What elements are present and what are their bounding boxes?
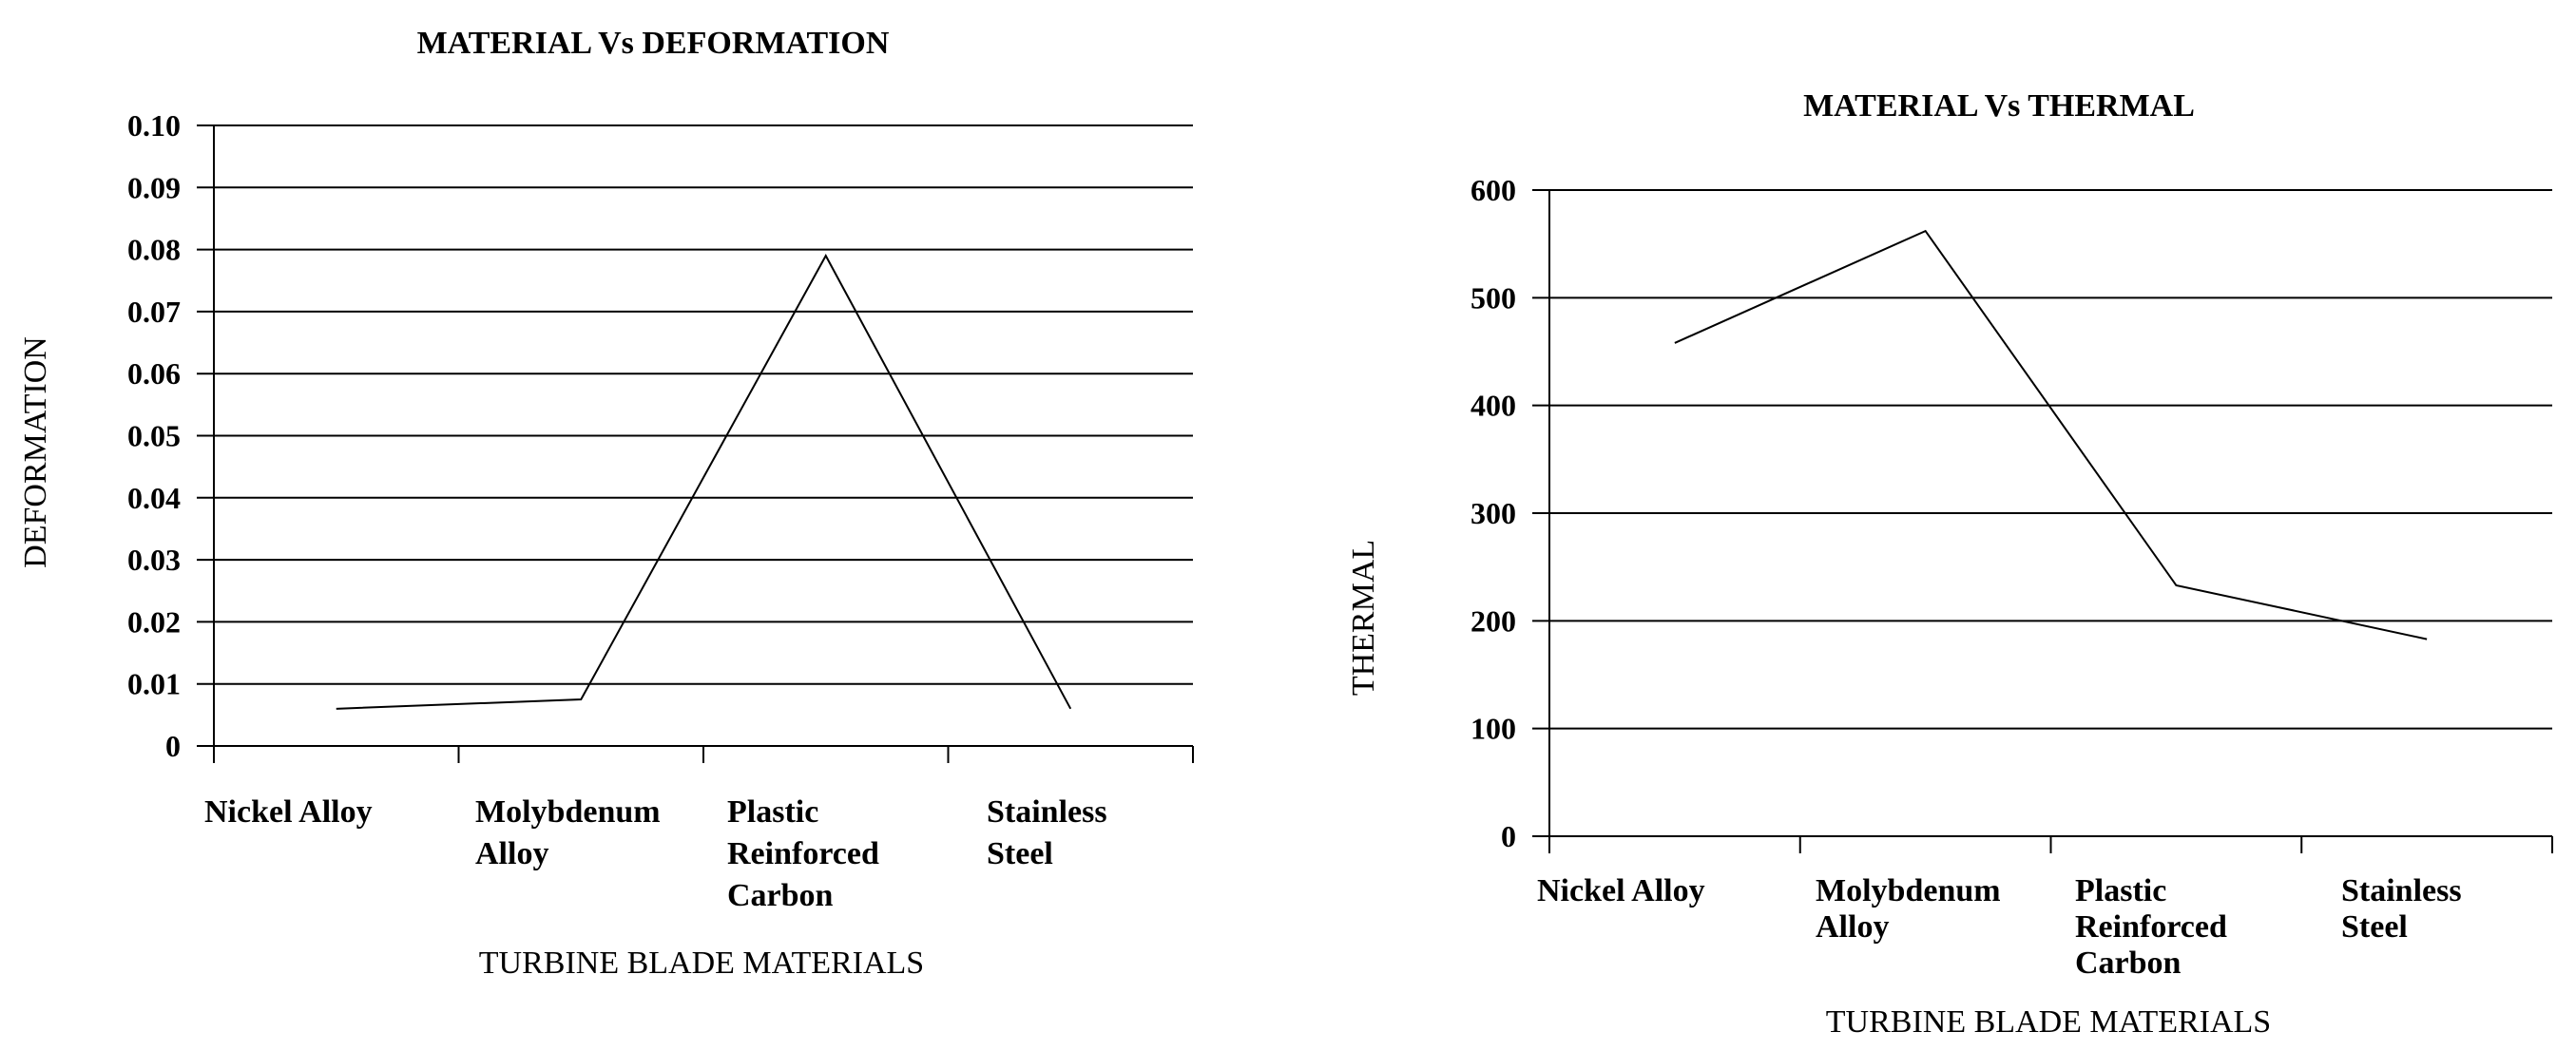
x-category-label: Molybdenum Alloy [475, 794, 661, 871]
x-category-labels: Nickel Alloy Molybdenum Alloy Plastic Reinfo… [204, 794, 1107, 913]
y-axis-title: DEFORMATION [18, 336, 53, 568]
y-tick-label: 200 [1471, 603, 1516, 638]
chart-title: MATERIAL Vs DEFORMATION [417, 26, 890, 61]
series-line [1674, 229, 2428, 640]
y-tick-label: 0 [1501, 819, 1516, 853]
y-tick-labels: 0 0.01 0.02 0.03 0.04 0.05 0.06 0.07 0.08 0.09 0.1… [127, 108, 181, 763]
y-tick-label: 0.09 [127, 170, 181, 204]
y-tick-label: 0 [165, 729, 181, 763]
y-tick-label: 400 [1471, 389, 1516, 423]
x-category-labels: Nickel Alloy Molybdenum Alloy Plastic Reinfo… [1537, 873, 2462, 981]
y-tick-label: 300 [1471, 496, 1516, 530]
x-category-label: Plastic Reinforced Carbon [2075, 873, 2227, 981]
axes [1532, 189, 2553, 853]
gridlines [214, 124, 1193, 685]
y-tick-label: 0.04 [127, 481, 181, 515]
x-category-label: Stainless Steel [2341, 873, 2462, 945]
series-lines [336, 254, 1072, 710]
thermal-chart: MATERIAL Vs THERMAL THERMAL TURBINE BLAD… [1346, 88, 2553, 1040]
x-category-label: Molybdenum Alloy [1816, 873, 2001, 945]
series-lines [1674, 229, 2428, 640]
y-tick-label: 0.05 [127, 419, 181, 453]
gridlines [1549, 189, 2552, 730]
axes [197, 124, 1194, 763]
x-category-label: Plastic Reinforced Carbon [727, 794, 879, 913]
y-tick-label: 0.03 [127, 543, 181, 577]
chart-title: MATERIAL Vs THERMAL [1803, 88, 2195, 124]
x-category-label: Stainless Steel [987, 794, 1107, 871]
y-tick-label: 0.02 [127, 604, 181, 639]
x-axis-title: TURBINE BLADE MATERIALS [1826, 1004, 2271, 1040]
deformation-chart: MATERIAL Vs DEFORMATION DEFORMATION TURB… [18, 26, 1194, 981]
y-tick-label: 100 [1471, 712, 1516, 746]
y-tick-labels: 0 100 200 300 400 500 600 [1471, 173, 1516, 853]
y-tick-label: 0.08 [127, 233, 181, 267]
y-tick-label: 0.07 [127, 295, 181, 329]
y-tick-label: 500 [1471, 280, 1516, 315]
x-axis-title: TURBINE BLADE MATERIALS [479, 946, 924, 981]
series-line [336, 254, 1072, 710]
y-tick-label: 600 [1471, 173, 1516, 207]
x-category-label: Nickel Alloy [204, 794, 373, 830]
y-tick-label: 0.06 [127, 356, 181, 391]
y-tick-label: 0.01 [127, 667, 181, 701]
x-category-label: Nickel Alloy [1537, 873, 1705, 908]
y-tick-label: 0.10 [127, 108, 181, 143]
y-axis-title: THERMAL [1346, 540, 1381, 696]
